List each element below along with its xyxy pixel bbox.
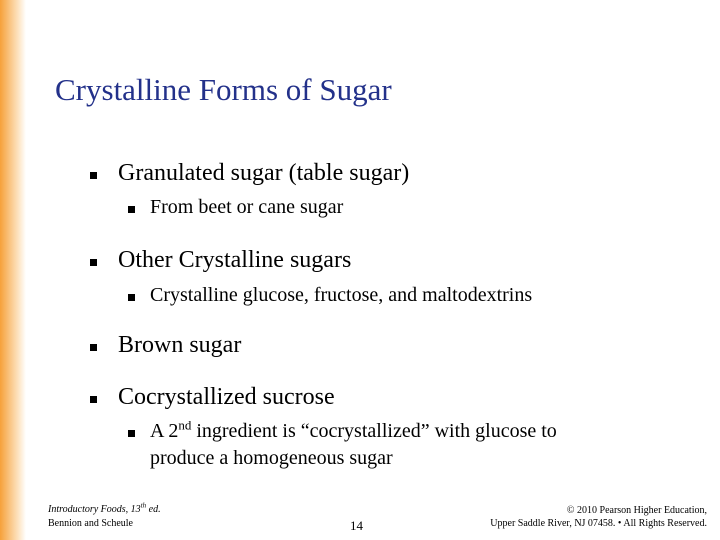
footer-left: Introductory Foods, 13th ed. (48, 501, 161, 516)
bullet-text: Other Crystalline sugars (118, 247, 352, 273)
superscript: th (140, 501, 147, 510)
text: A 2 (150, 420, 179, 442)
bullet-text: Granulated sugar (table sugar) (118, 160, 410, 186)
bullet (128, 294, 135, 301)
footer-left: Bennion and Scheule (48, 518, 133, 529)
bullet (90, 344, 97, 351)
bullet (128, 430, 135, 437)
sub-bullet-text: From beet or cane sugar (150, 196, 344, 218)
text: ed. (146, 504, 161, 515)
bullet (90, 172, 97, 179)
bullet (128, 206, 135, 213)
sub-bullet-text: Crystalline glucose, fructose, and malto… (150, 284, 533, 306)
footer-right: © 2010 Pearson Higher Education, (566, 505, 707, 516)
bullet-text: Brown sugar (118, 332, 242, 358)
bullet (90, 396, 97, 403)
bullet (90, 259, 97, 266)
accent-strip (0, 0, 26, 540)
slide-title: Crystalline Forms of Sugar (55, 72, 392, 107)
bullet-text: Cocrystallized sucrose (118, 384, 335, 410)
page-number: 14 (350, 518, 363, 533)
sub-bullet-text: produce a homogeneous sugar (150, 447, 393, 469)
sub-bullet-text: A 2nd ingredient is “cocrystallized” wit… (150, 417, 557, 443)
footer-right: Upper Saddle River, NJ 07458. • All Righ… (490, 518, 707, 529)
superscript: nd (178, 417, 192, 433)
text: ingredient is “cocrystallized” with gluc… (191, 420, 557, 442)
text: Introductory Foods, 13 (48, 504, 141, 515)
